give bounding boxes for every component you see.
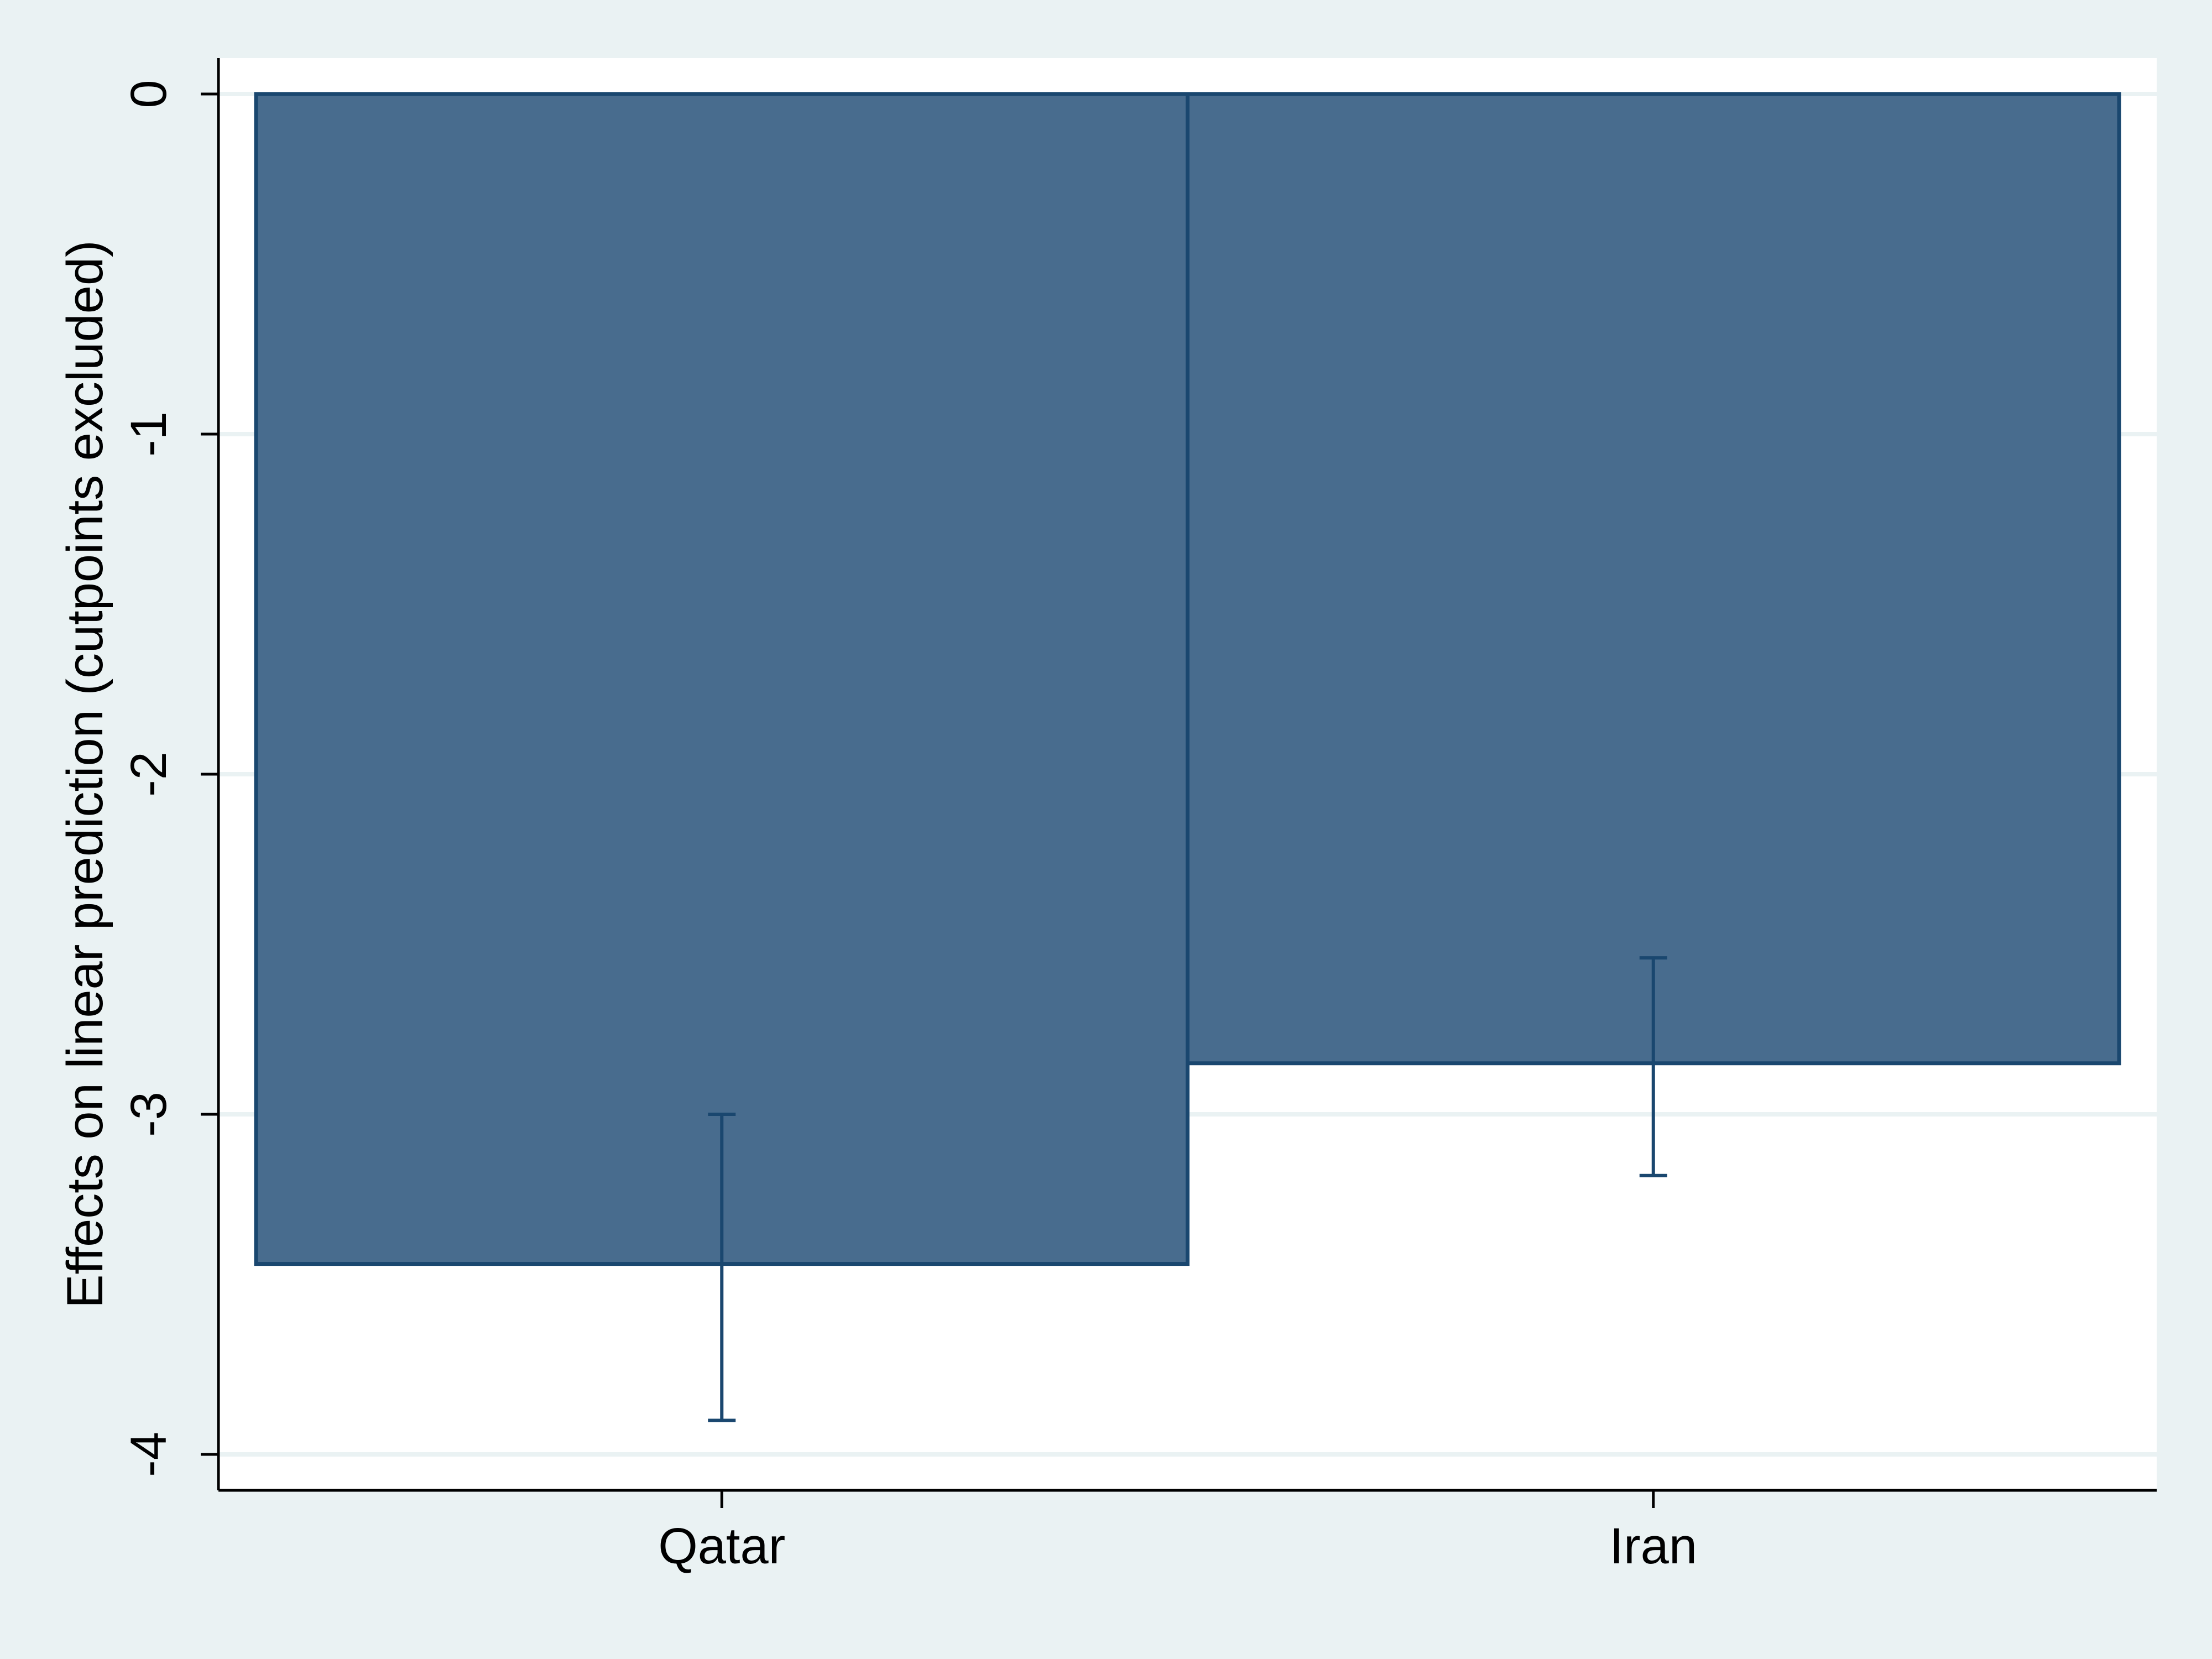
x-tick-label: Qatar (658, 1518, 785, 1574)
y-tick-label: -3 (121, 1092, 177, 1137)
error-bars (708, 956, 1667, 1422)
bar-qatar (254, 92, 1190, 1266)
y-tick-label: 0 (121, 80, 177, 108)
bars (254, 92, 2121, 1266)
y-tick-label: -2 (121, 752, 177, 797)
y-tick-label: -4 (121, 1432, 177, 1477)
axis-ticks: 0 -1 -2 -3 -4 Qatar Iran (121, 80, 1697, 1574)
y-axis-label: Effects on linear prediction (cutpoints … (57, 240, 113, 1308)
bar-iran (1186, 92, 2121, 1066)
x-tick-label: Iran (1609, 1518, 1697, 1574)
y-tick-label: -1 (121, 411, 177, 457)
